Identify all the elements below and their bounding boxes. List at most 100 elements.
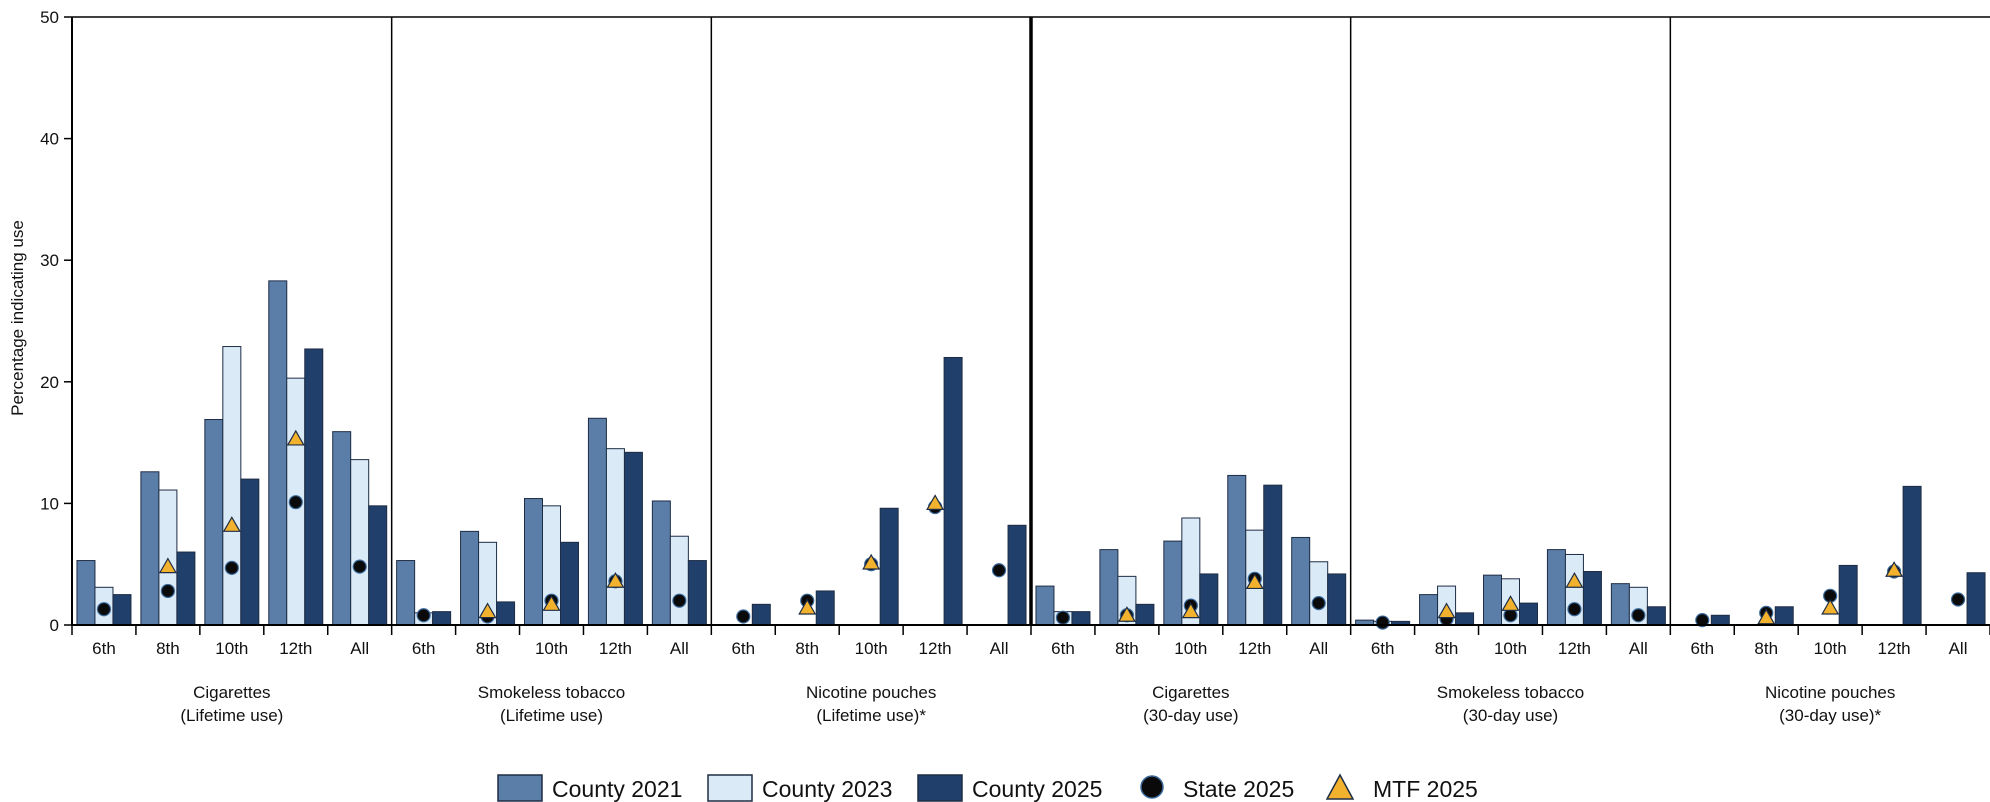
bar-county-2025 <box>1646 606 1666 626</box>
marker-mtf-2025 <box>1757 608 1776 625</box>
y-tick-label: 10 <box>40 494 59 513</box>
bar-county-2021 <box>587 417 607 626</box>
legend-item-county-2021: County 2021 <box>497 774 682 802</box>
x-tick-label: 6th <box>1051 639 1075 658</box>
bar-county-2025 <box>1007 524 1027 626</box>
x-tick-label: 6th <box>412 639 436 658</box>
bar-county-2021 <box>140 471 160 626</box>
bar-county-2025 <box>1774 606 1794 626</box>
x-tick-label: 6th <box>731 639 755 658</box>
marker-mtf-2025 <box>1821 598 1840 615</box>
marker-mtf-2025 <box>1437 602 1456 619</box>
x-tick-label: 10th <box>535 639 568 658</box>
marker-state-2025 <box>352 559 367 574</box>
bar-county-2023 <box>350 459 370 626</box>
x-tick-label: 12th <box>279 639 312 658</box>
group-separators <box>390 17 1672 625</box>
marker-state-2025 <box>1311 596 1326 611</box>
x-tick-label: 8th <box>476 639 500 658</box>
x-tick-label: 10th <box>855 639 888 658</box>
group-label-line1: Smokeless tobacco <box>1437 683 1584 702</box>
legend-swatch-county-2025 <box>917 774 963 802</box>
bar-county-2025 <box>1710 614 1730 626</box>
bar-county-2025 <box>496 601 516 626</box>
bar-county-2021 <box>651 500 671 626</box>
y-ticks: 0 10 20 30 40 50 <box>40 8 72 635</box>
x-tick-label: All <box>990 639 1009 658</box>
bar-county-2021 <box>1099 549 1119 626</box>
legend-item-mtf-2025: MTF 2025 <box>1325 773 1478 802</box>
legend-marker-mtf-2025 <box>1325 773 1355 800</box>
group-label-line1: Cigarettes <box>1152 683 1229 702</box>
x-tick-label: 8th <box>1435 639 1459 658</box>
x-tick-label: 8th <box>1754 639 1778 658</box>
bar-county-2025 <box>368 505 388 626</box>
bar-county-2025 <box>1263 484 1283 626</box>
bar-county-2021 <box>1546 549 1566 626</box>
marker-state-2025 <box>224 560 239 575</box>
marker-mtf-2025 <box>1501 595 1520 611</box>
bar-county-2025 <box>943 356 963 626</box>
legend-item-county-2023: County 2023 <box>707 774 892 802</box>
bar-county-2023 <box>605 448 625 626</box>
x-tick-label: All <box>1949 639 1968 658</box>
bar-county-2021 <box>524 498 543 626</box>
marker-mtf-2025 <box>222 516 241 532</box>
x-tick-label: 8th <box>1115 639 1139 658</box>
x-tick-label: 12th <box>1238 639 1271 658</box>
legend-label-county-2023: County 2023 <box>762 776 892 802</box>
bar-county-2025 <box>1455 612 1475 626</box>
bar-county-2021 <box>204 418 224 626</box>
x-tick-label: 6th <box>92 639 116 658</box>
bar-county-2025 <box>304 348 324 626</box>
x-tick-label: 8th <box>156 639 180 658</box>
marker-state-2025 <box>1695 613 1710 628</box>
marker-mtf-2025 <box>606 572 625 588</box>
marker-state-2025 <box>1375 615 1390 630</box>
group-label-line2: (30-day use)* <box>1779 706 1881 725</box>
x-tick-label: All <box>1629 639 1648 658</box>
bar-county-2025 <box>623 451 643 626</box>
y-tick-label: 50 <box>40 8 59 27</box>
marker-mtf-2025 <box>862 553 881 570</box>
x-tick-label: 12th <box>919 639 952 658</box>
x-tick-label: All <box>350 639 369 658</box>
marker-mtf-2025 <box>478 602 497 619</box>
marker-state-2025 <box>1055 610 1071 625</box>
marker-state-2025 <box>1567 602 1582 617</box>
x-tick-label: 10th <box>215 639 248 658</box>
bar-county-2025 <box>1135 603 1155 626</box>
group-label-line1: Cigarettes <box>193 683 270 702</box>
bar-county-2025 <box>1838 564 1858 626</box>
marker-mtf-2025 <box>798 598 817 615</box>
marker-state-2025 <box>991 563 1007 578</box>
bar-county-2025 <box>560 541 579 626</box>
bar-county-2021 <box>76 560 96 626</box>
legend-label-state-2025: State 2025 <box>1183 776 1294 802</box>
bar-county-2025 <box>176 551 196 626</box>
legend-item-state-2025: State 2025 <box>1140 775 1294 802</box>
bar-county-2023 <box>1309 561 1329 626</box>
group-label-line1: Smokeless tobacco <box>478 683 625 702</box>
x-tick-label: 12th <box>1558 639 1591 658</box>
x-tick-label: 10th <box>1174 639 1207 658</box>
bar-county-2021 <box>1419 594 1439 626</box>
marker-mtf-2025 <box>286 429 305 446</box>
y-axis-title: Percentage indicating use <box>8 220 27 416</box>
group-label-line2: (Lifetime use) <box>500 706 603 725</box>
group-label-line2: (Lifetime use) <box>180 706 283 725</box>
bar-county-2021 <box>1227 474 1247 626</box>
bar-county-2025 <box>112 594 132 626</box>
x-tick-label: All <box>1309 639 1328 658</box>
bar-county-2021 <box>396 560 416 626</box>
bar-county-2025 <box>1327 573 1347 626</box>
marker-mtf-2025 <box>1117 606 1136 622</box>
group-labels: Cigarettes (Lifetime use) Smokeless tobacc… <box>180 683 1895 725</box>
bar-county-2025 <box>1582 570 1602 626</box>
y-tick-label: 20 <box>40 373 59 392</box>
legend-swatch-county-2023 <box>707 774 753 802</box>
group-label-line1: Nicotine pouches <box>1765 683 1895 702</box>
bar-county-2021 <box>1035 585 1055 626</box>
bar-county-2021 <box>268 280 288 626</box>
y-tick-label: 30 <box>40 251 59 270</box>
